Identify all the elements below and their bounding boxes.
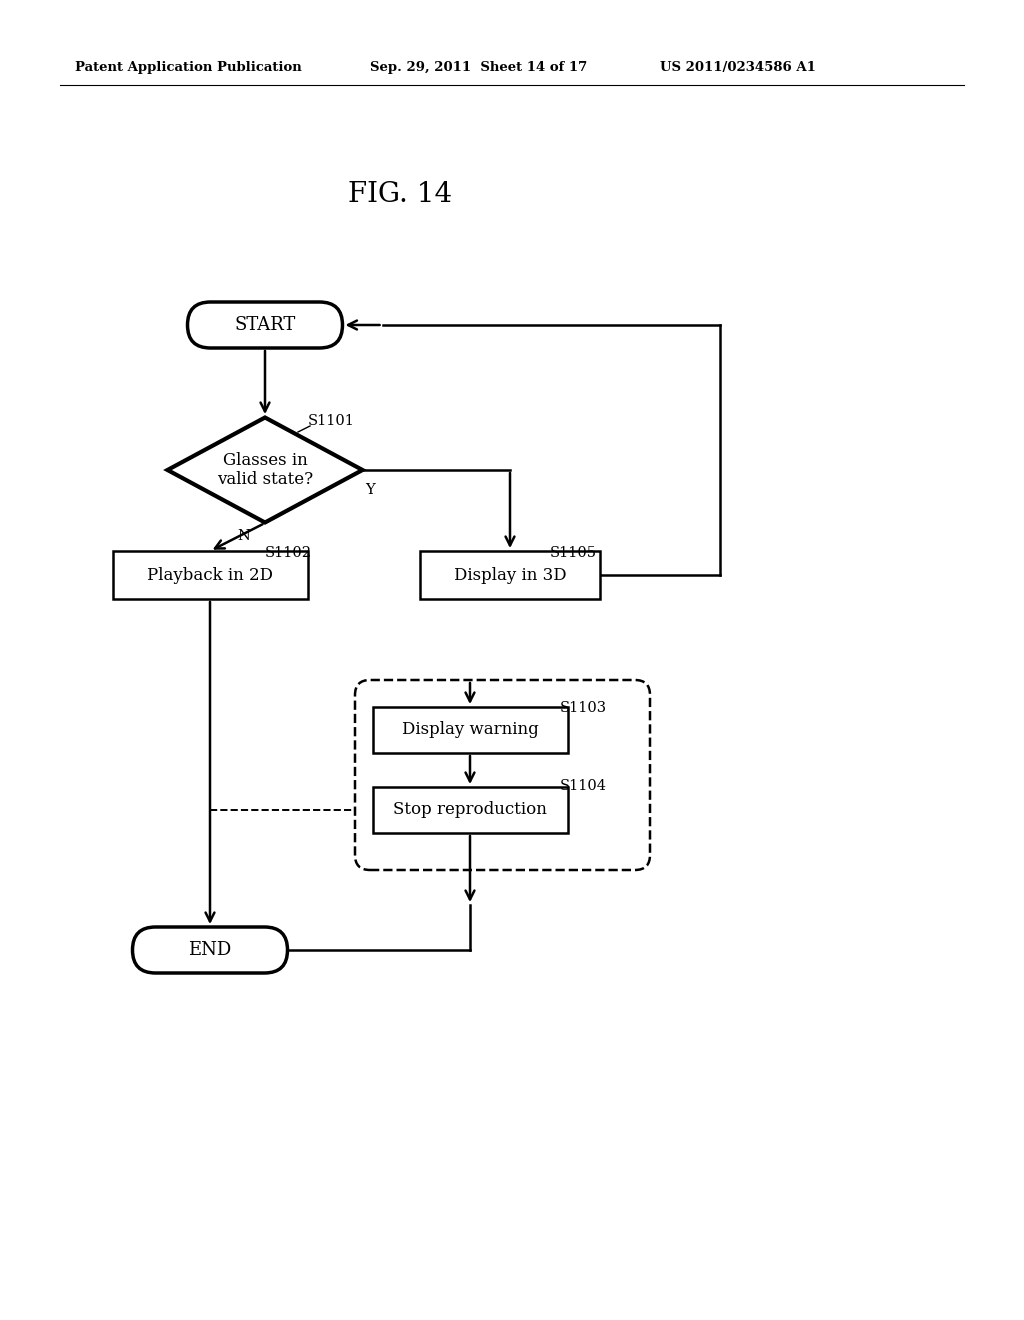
Text: S1102: S1102 bbox=[265, 546, 312, 560]
Text: Display warning: Display warning bbox=[401, 722, 539, 738]
Text: Glasses in
valid state?: Glasses in valid state? bbox=[217, 451, 313, 488]
Text: FIG. 14: FIG. 14 bbox=[348, 181, 452, 209]
Text: Playback in 2D: Playback in 2D bbox=[147, 566, 273, 583]
Text: Stop reproduction: Stop reproduction bbox=[393, 801, 547, 818]
Text: S1103: S1103 bbox=[560, 701, 607, 715]
Polygon shape bbox=[168, 417, 362, 523]
Text: Y: Y bbox=[365, 483, 375, 498]
Text: Patent Application Publication: Patent Application Publication bbox=[75, 62, 302, 74]
Text: S1104: S1104 bbox=[560, 779, 607, 793]
Text: S1105: S1105 bbox=[550, 546, 597, 560]
Text: END: END bbox=[188, 941, 231, 960]
Text: Display in 3D: Display in 3D bbox=[454, 566, 566, 583]
Text: N: N bbox=[237, 529, 250, 543]
Bar bbox=[420, 550, 600, 599]
Bar bbox=[373, 708, 567, 752]
FancyBboxPatch shape bbox=[132, 927, 288, 973]
Text: START: START bbox=[234, 315, 296, 334]
Bar bbox=[113, 550, 307, 599]
Text: US 2011/0234586 A1: US 2011/0234586 A1 bbox=[660, 62, 816, 74]
Text: S1101: S1101 bbox=[308, 414, 355, 428]
Bar bbox=[373, 787, 567, 833]
FancyBboxPatch shape bbox=[187, 302, 342, 348]
Text: Sep. 29, 2011  Sheet 14 of 17: Sep. 29, 2011 Sheet 14 of 17 bbox=[370, 62, 587, 74]
